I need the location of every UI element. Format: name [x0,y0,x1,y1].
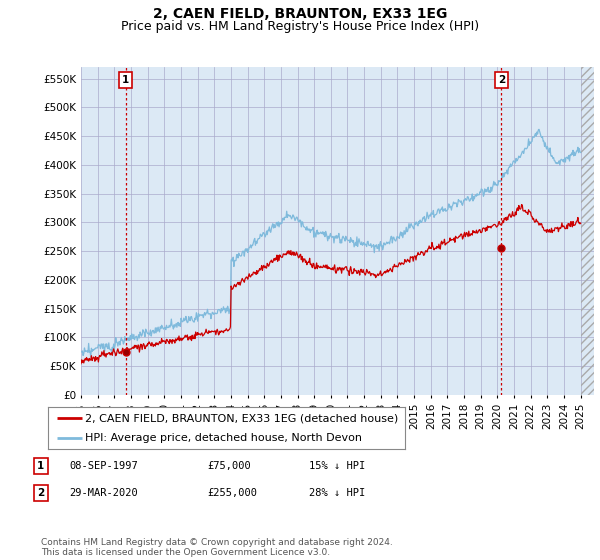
Bar [581,67,600,395]
Text: £75,000: £75,000 [207,461,251,471]
Text: Price paid vs. HM Land Registry's House Price Index (HPI): Price paid vs. HM Land Registry's House … [121,20,479,32]
Text: 15% ↓ HPI: 15% ↓ HPI [309,461,365,471]
Text: 2: 2 [37,488,44,498]
Text: 1: 1 [37,461,44,471]
Text: HPI: Average price, detached house, North Devon: HPI: Average price, detached house, Nort… [85,433,362,443]
Text: £255,000: £255,000 [207,488,257,498]
Text: 29-MAR-2020: 29-MAR-2020 [69,488,138,498]
Text: 2, CAEN FIELD, BRAUNTON, EX33 1EG: 2, CAEN FIELD, BRAUNTON, EX33 1EG [153,7,447,21]
Text: 08-SEP-1997: 08-SEP-1997 [69,461,138,471]
Text: 28% ↓ HPI: 28% ↓ HPI [309,488,365,498]
Text: 1: 1 [122,75,130,85]
Text: 2, CAEN FIELD, BRAUNTON, EX33 1EG (detached house): 2, CAEN FIELD, BRAUNTON, EX33 1EG (detac… [85,413,399,423]
Text: Contains HM Land Registry data © Crown copyright and database right 2024.
This d: Contains HM Land Registry data © Crown c… [41,538,392,557]
Text: 2: 2 [498,75,505,85]
